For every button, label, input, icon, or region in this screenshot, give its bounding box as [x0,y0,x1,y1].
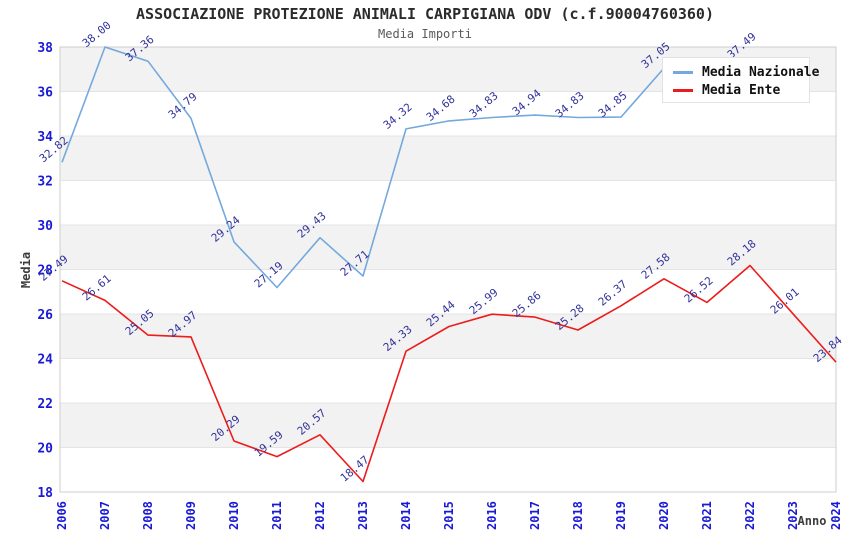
data-label: 34.83 [467,89,501,120]
red-line-swatch-icon [673,88,693,92]
y-tick-label: 38 [37,41,53,56]
x-tick-label: 2007 [98,501,112,530]
series-line-media-nazionale [61,46,751,289]
y-tick-label: 18 [37,486,53,501]
y-tick-label: 34 [37,130,53,145]
x-tick-label: 2018 [571,501,585,530]
x-tick-label: 2010 [227,501,241,530]
blue-line-swatch-icon [673,70,693,74]
data-label: 25.99 [467,286,501,317]
legend-label: Media Ente [702,82,781,98]
legend-label: Media Nazionale [702,64,820,80]
legend: Media Nazionale Media Ente [662,57,819,103]
x-tick-label: 2006 [55,501,69,530]
x-tick-label: 2009 [184,501,198,530]
y-tick-label: 24 [37,353,53,368]
band [60,225,836,270]
y-tick-label: 22 [37,397,53,412]
legend-item-media-nazionale: Media Nazionale [673,63,819,81]
y-tick-label: 30 [37,219,53,234]
x-tick-label: 2014 [399,501,413,530]
x-tick-label: 2020 [657,501,671,530]
x-tick-label: 2017 [528,501,542,530]
data-label: 34.83 [553,89,587,120]
band [60,136,836,181]
x-tick-label: 2013 [356,501,370,530]
data-label: 34.85 [596,89,630,120]
y-tick-label: 20 [37,442,53,457]
x-tick-label: 2011 [270,501,284,530]
chart-title: ASSOCIAZIONE PROTEZIONE ANIMALI CARPIGIA… [136,5,714,23]
data-label: 26.52 [682,274,716,305]
x-tick-label: 2023 [786,501,800,530]
x-axis-title: Anno [798,514,827,528]
x-tick-label: 2019 [614,501,628,530]
data-label: 34.32 [381,101,415,132]
data-label: 34.68 [424,93,458,124]
plot-border [59,46,837,493]
x-tick-label: 2021 [700,501,714,530]
band [60,403,836,448]
y-tick-label: 26 [37,308,53,323]
x-tick-label: 2015 [442,501,456,530]
legend-item-media-ente: Media Ente [673,81,809,99]
series-line-media-ente [61,264,837,483]
x-tick-label: 2022 [743,501,757,530]
x-tick-label: 2008 [141,501,155,530]
y-tick-label: 36 [37,86,53,101]
x-tick-label: 2012 [313,501,327,530]
x-tick-label: 2024 [829,501,843,530]
data-label: 26.61 [80,272,114,303]
data-label: 34.79 [166,90,200,121]
x-tick-label: 2016 [485,501,499,530]
chart-subtitle: Media Importi [378,27,472,41]
y-axis-title: Media [19,252,33,288]
y-tick-label: 32 [37,175,53,190]
y-tick-label: 28 [37,264,53,279]
